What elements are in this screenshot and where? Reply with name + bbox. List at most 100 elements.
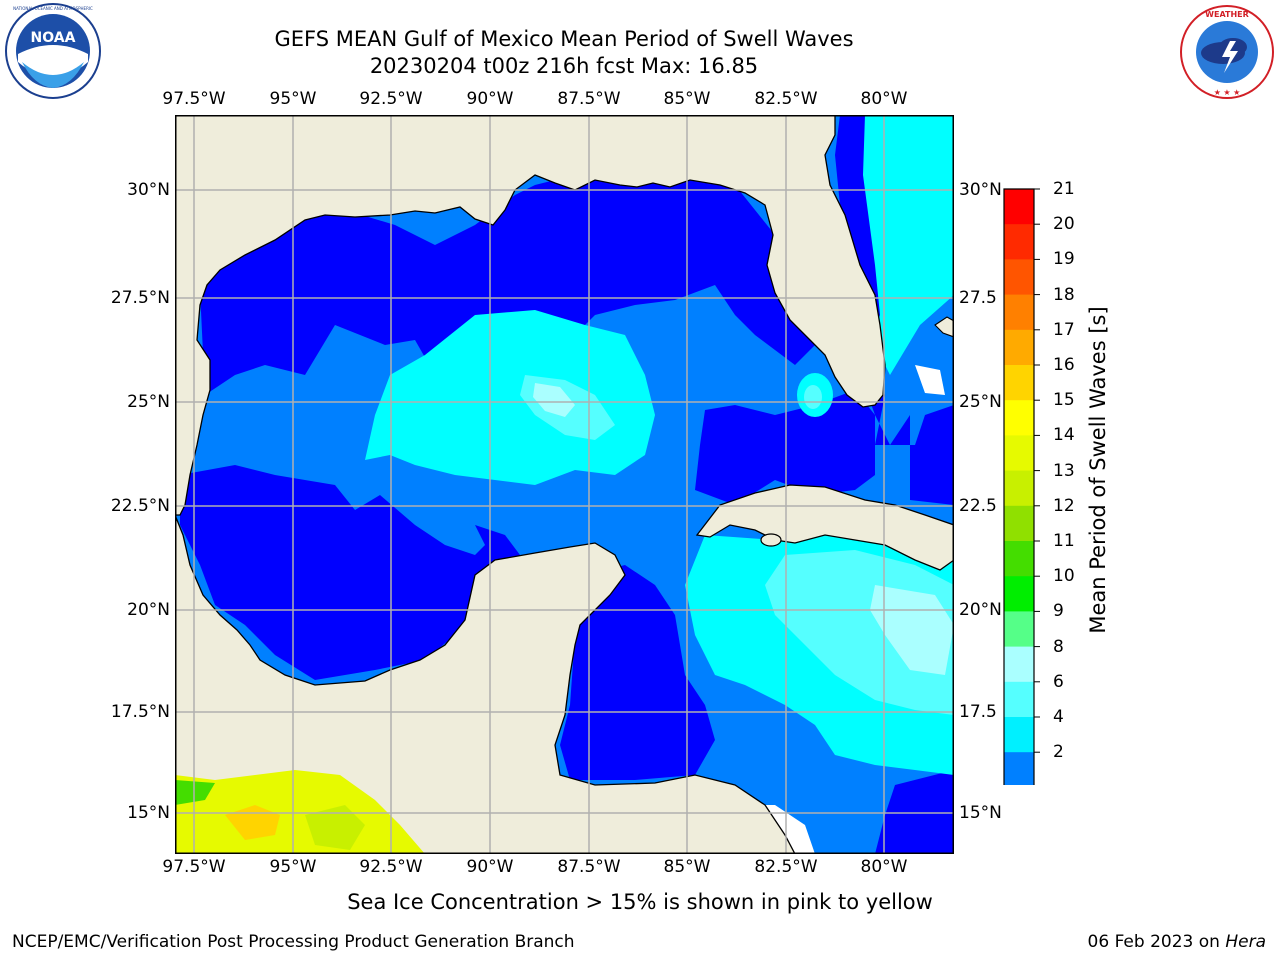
svg-text:NOAA: NOAA bbox=[31, 30, 76, 46]
colorbar-tick-label: 2 bbox=[1053, 742, 1064, 763]
colorbar-segment bbox=[1004, 576, 1034, 612]
lat-label-right: 27.5 bbox=[959, 288, 997, 308]
colorbar-tick-label: 6 bbox=[1053, 671, 1064, 692]
lon-label-bottom: 90°W bbox=[466, 857, 514, 877]
pacific-lime-patch bbox=[305, 805, 365, 850]
lat-label-left: 30°N bbox=[127, 180, 170, 200]
map-panel bbox=[175, 115, 954, 854]
colorbar-segment bbox=[1004, 294, 1034, 331]
colorbar-tick-label: 9 bbox=[1053, 601, 1064, 622]
colorbar-segment bbox=[1004, 400, 1034, 436]
colorbar-tick-label: 8 bbox=[1053, 636, 1064, 657]
colorbar-segment bbox=[1004, 189, 1034, 225]
colorbar-segment bbox=[1004, 365, 1034, 401]
colorbar-tick-label: 20 bbox=[1053, 214, 1075, 235]
atlantic-blue-strip bbox=[835, 115, 954, 505]
lat-label-right: 15°N bbox=[959, 803, 1002, 823]
map-frame bbox=[175, 115, 954, 854]
credit-text: NCEP/EMC/Verification Post Processing Pr… bbox=[12, 932, 575, 952]
lat-label-left: 27.5°N bbox=[110, 288, 170, 308]
colorbar-segment bbox=[1004, 259, 1034, 296]
colorbar-segment bbox=[1004, 681, 1034, 718]
lat-label-right: 17.5 bbox=[959, 702, 997, 722]
lon-label-bottom: 97.5°W bbox=[162, 857, 226, 877]
colorbar-tick-label: 14 bbox=[1053, 425, 1075, 446]
lat-label-right: 30°N bbox=[959, 180, 1002, 200]
sea-ice-note: Sea Ice Concentration > 15% is shown in … bbox=[347, 890, 933, 914]
lat-label-left: 22.5°N bbox=[110, 496, 170, 516]
lon-label-top: 97.5°W bbox=[162, 89, 226, 109]
lon-label-bottom: 82.5°W bbox=[754, 857, 818, 877]
caribbean-pale-cyan bbox=[870, 585, 954, 675]
gulf-deep-blue-north bbox=[200, 170, 815, 395]
lon-label-bottom: 95°W bbox=[269, 857, 317, 877]
lat-label-right: 20°N bbox=[959, 600, 1002, 620]
date-text: 06 Feb 2023 on bbox=[1087, 932, 1226, 952]
colorbar-tick-label: 21 bbox=[1053, 179, 1075, 199]
lat-label-right: 25°N bbox=[959, 392, 1002, 412]
colorbar-frame bbox=[1003, 188, 1035, 785]
colorbar-tick-label: 4 bbox=[1053, 707, 1064, 727]
svg-text:★ ★ ★: ★ ★ ★ bbox=[1214, 88, 1241, 97]
lon-label-bottom: 80°W bbox=[860, 857, 908, 877]
colorbar-tick-label: 18 bbox=[1053, 284, 1075, 305]
colorbar bbox=[1003, 188, 1040, 785]
lat-label-left: 20°N bbox=[127, 600, 170, 620]
lon-label-top: 95°W bbox=[269, 89, 317, 109]
florida-straits-deep-blue bbox=[695, 390, 875, 505]
colorbar-tick-label: 12 bbox=[1053, 495, 1075, 516]
lon-label-top: 82.5°W bbox=[754, 89, 818, 109]
pacific-green-patch bbox=[175, 780, 215, 805]
lon-label-bottom: 92.5°W bbox=[359, 857, 423, 877]
colorbar-tick-label: 17 bbox=[1053, 319, 1075, 340]
map-subtitle: 20230204 t00z 216h fcst Max: 16.85 bbox=[369, 54, 759, 78]
machine-name: Hera bbox=[1225, 932, 1266, 952]
colorbar-tick-label: 19 bbox=[1053, 249, 1075, 270]
colorbar-segment bbox=[1004, 752, 1034, 785]
map-title: GEFS MEAN Gulf of Mexico Mean Period of … bbox=[274, 27, 854, 51]
colorbar-tick-label: 13 bbox=[1053, 460, 1075, 481]
land-mexico bbox=[175, 514, 796, 854]
colorbar-tick-label: 11 bbox=[1053, 531, 1075, 551]
colorbar-segment bbox=[1004, 541, 1034, 577]
loop-current-cyan bbox=[365, 310, 655, 485]
lon-label-top: 92.5°W bbox=[359, 89, 423, 109]
lon-label-top: 80°W bbox=[860, 89, 908, 109]
svg-text:NATIONAL OCEANIC AND ATMOSPHER: NATIONAL OCEANIC AND ATMOSPHERIC bbox=[13, 6, 93, 11]
colorbar-label: Mean Period of Swell Waves [s] bbox=[1086, 306, 1110, 634]
colorbar-segment bbox=[1004, 435, 1034, 472]
lon-label-top: 85°W bbox=[663, 89, 711, 109]
date-stamp: 06 Feb 2023 on Hera bbox=[1088, 932, 1266, 952]
lon-label-bottom: 85°W bbox=[663, 857, 711, 877]
svg-text:WEATHER: WEATHER bbox=[1205, 10, 1249, 19]
loop-current-pale bbox=[533, 383, 575, 417]
lat-label-left: 25°N bbox=[127, 392, 170, 412]
noaa-logo: NOAA NATIONAL OCEANIC AND ATMOSPHERIC bbox=[5, 3, 101, 99]
colorbar-segment bbox=[1004, 224, 1034, 260]
gulf-deep-blue-west bbox=[180, 465, 520, 680]
lat-label-right: 22.5 bbox=[959, 496, 997, 516]
caribbean-south-deep-blue bbox=[875, 770, 954, 854]
colorbar-segment bbox=[1004, 329, 1034, 366]
colorbar-segment bbox=[1004, 646, 1034, 683]
land-bahamas bbox=[934, 316, 954, 338]
colorbar-segment bbox=[1004, 505, 1034, 542]
colorbar-tick-label: 15 bbox=[1053, 390, 1075, 411]
lon-label-top: 87.5°W bbox=[557, 89, 621, 109]
lon-label-top: 90°W bbox=[466, 89, 514, 109]
nodata-fringe-2 bbox=[915, 365, 945, 395]
nws-logo: WEATHER ★ ★ ★ bbox=[1180, 5, 1274, 99]
colorbar-tick-label: 16 bbox=[1053, 355, 1075, 375]
land-isla-juventud bbox=[760, 533, 782, 547]
colorbar-segment bbox=[1004, 611, 1034, 648]
keys-light-patch bbox=[804, 385, 822, 409]
lat-label-left: 15°N bbox=[127, 803, 170, 823]
colorbar-tick-label: 10 bbox=[1053, 566, 1075, 587]
lat-label-left: 17.5°N bbox=[110, 702, 170, 722]
yucatan-east-deep-blue bbox=[560, 565, 715, 780]
gridlines bbox=[175, 115, 954, 854]
colorbar-segment bbox=[1004, 717, 1034, 753]
lon-label-bottom: 87.5°W bbox=[557, 857, 621, 877]
colorbar-segment bbox=[1004, 470, 1034, 507]
pacific-colored-region bbox=[175, 770, 425, 854]
